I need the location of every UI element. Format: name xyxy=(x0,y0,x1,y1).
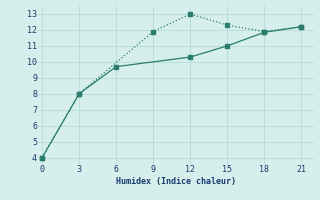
X-axis label: Humidex (Indice chaleur): Humidex (Indice chaleur) xyxy=(116,177,236,186)
